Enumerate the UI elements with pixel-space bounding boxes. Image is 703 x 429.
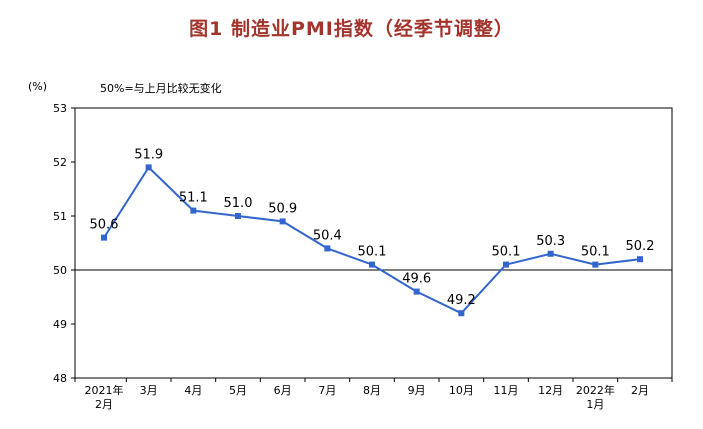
marker-square: [145, 164, 152, 171]
data-label: 51.1: [179, 191, 208, 206]
svg-text:5月: 5月: [229, 384, 247, 397]
svg-text:8月: 8月: [363, 384, 381, 397]
chart-title: 图1 制造业PMI指数（经季节调整）: [189, 18, 514, 40]
marker-square: [235, 213, 241, 219]
marker-square: [324, 245, 331, 252]
svg-text:10月: 10月: [449, 384, 474, 397]
data-label: 50.1: [358, 245, 387, 260]
y-axis-unit-label: (%): [28, 80, 48, 93]
data-points: 50.6 51.9 51.1 51.0 50.9 50.4 50.1 49.6 49.2 50.1…: [90, 147, 655, 317]
svg-text:49: 49: [53, 318, 67, 331]
data-label: 49.6: [402, 272, 431, 287]
data-label: 50.1: [581, 245, 610, 260]
marker-square: [547, 250, 554, 257]
data-label: 50.4: [313, 228, 342, 243]
y-axis: 48 49 50 51 52 53: [53, 102, 75, 385]
svg-text:51: 51: [53, 210, 67, 223]
marker-square: [503, 261, 509, 268]
data-label: 50.6: [90, 218, 119, 233]
svg-text:53: 53: [53, 102, 67, 115]
data-label: 49.2: [447, 293, 476, 308]
data-label: 50.3: [536, 234, 565, 249]
plot-border: [74, 107, 673, 379]
svg-text:3月: 3月: [140, 384, 158, 397]
data-label: 51.0: [224, 196, 253, 211]
data-label: 50.1: [492, 245, 521, 260]
svg-text:9月: 9月: [408, 384, 426, 397]
svg-text:52: 52: [53, 156, 67, 169]
marker-square: [637, 256, 643, 263]
svg-text:6月: 6月: [274, 384, 292, 397]
marker-square: [279, 218, 286, 225]
x-axis: 2021年 2月 3月 4月 5月 6月 7月 8月 9月 10月 11月 12月 2022年 1月 2月: [74, 378, 673, 411]
marker-square: [458, 310, 465, 317]
marker-square: [190, 207, 197, 214]
marker-square: [101, 234, 107, 241]
marker-square: [592, 261, 599, 268]
svg-text:50: 50: [53, 264, 67, 277]
svg-text:7月: 7月: [318, 384, 336, 397]
data-label: 50.2: [626, 239, 655, 254]
svg-text:12月: 12月: [538, 384, 563, 397]
svg-text:4月: 4月: [184, 384, 202, 397]
marker-square: [413, 288, 420, 295]
baseline-note: 50%=与上月比较无变化: [100, 82, 222, 95]
data-label: 50.9: [268, 201, 297, 216]
data-label: 51.9: [134, 147, 163, 162]
svg-text:11月: 11月: [494, 384, 519, 397]
svg-text:48: 48: [53, 372, 67, 385]
marker-square: [369, 261, 375, 268]
svg-text:2月: 2月: [631, 384, 649, 397]
